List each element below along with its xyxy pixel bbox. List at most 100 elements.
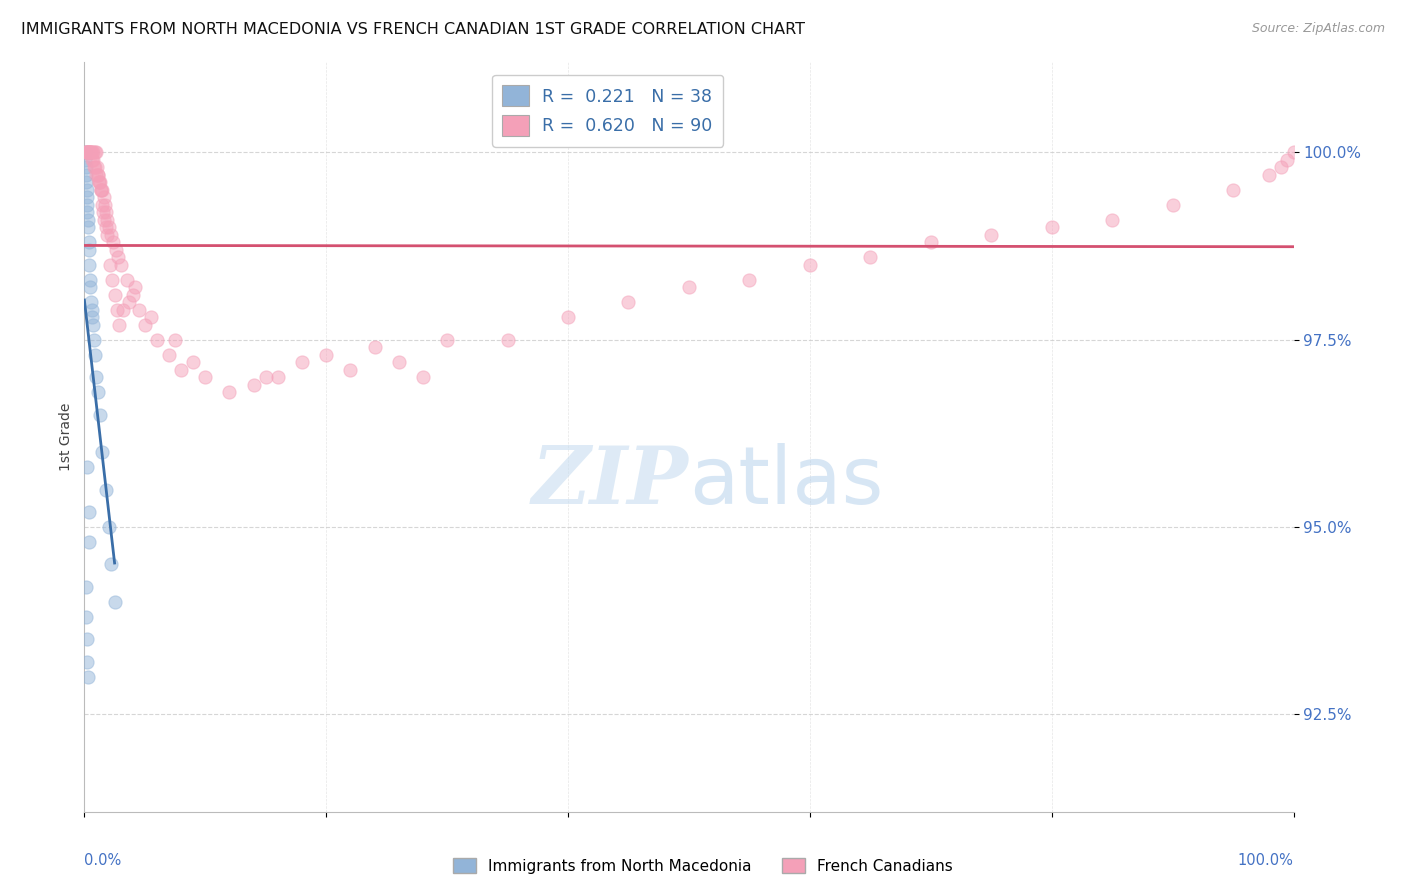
Point: [75, 580, 97, 594]
Point: [108, 318, 131, 332]
Point: [112, 302, 135, 317]
Point: [93, 190, 115, 204]
Text: atlas: atlas: [689, 443, 883, 521]
Text: 0.0%: 0.0%: [84, 853, 121, 868]
Point: [678, 280, 700, 294]
Point: [93, 212, 115, 227]
Point: [79, 145, 101, 160]
Point: [1270, 161, 1292, 175]
Point: [79, 145, 101, 160]
Point: [84, 348, 107, 362]
Point: [412, 370, 434, 384]
Point: [96, 227, 118, 242]
Point: [97, 220, 120, 235]
Point: [101, 273, 124, 287]
Point: [89, 175, 111, 189]
Point: [170, 362, 193, 376]
Point: [105, 302, 128, 317]
Point: [75, 145, 97, 160]
Legend: R =  0.221   N = 38, R =  0.620   N = 90: R = 0.221 N = 38, R = 0.620 N = 90: [492, 75, 723, 147]
Point: [496, 333, 519, 347]
Point: [83, 333, 105, 347]
Point: [1040, 220, 1063, 235]
Point: [121, 287, 143, 301]
Point: [77, 145, 100, 160]
Point: [115, 273, 138, 287]
Point: [94, 220, 117, 235]
Point: [107, 250, 129, 264]
Point: [76, 212, 98, 227]
Point: [80, 153, 103, 167]
Point: [315, 348, 337, 362]
Point: [76, 183, 98, 197]
Point: [194, 370, 217, 384]
Point: [90, 183, 112, 197]
Point: [76, 190, 98, 204]
Point: [77, 243, 100, 257]
Point: [79, 280, 101, 294]
Point: [799, 258, 821, 272]
Point: [86, 385, 108, 400]
Point: [90, 183, 112, 197]
Point: [75, 168, 97, 182]
Point: [77, 145, 100, 160]
Point: [83, 145, 105, 160]
Point: [254, 370, 277, 384]
Point: [1277, 153, 1299, 167]
Legend: Immigrants from North Macedonia, French Canadians: Immigrants from North Macedonia, French …: [447, 852, 959, 880]
Point: [110, 258, 132, 272]
Point: [76, 205, 98, 219]
Point: [363, 340, 385, 354]
Point: [79, 258, 101, 272]
Point: [1161, 198, 1184, 212]
Point: [83, 161, 105, 175]
Point: [291, 355, 314, 369]
Text: 100.0%: 100.0%: [1237, 853, 1294, 868]
Point: [557, 310, 579, 325]
Text: Source: ZipAtlas.com: Source: ZipAtlas.com: [1251, 22, 1385, 36]
Point: [157, 348, 180, 362]
Point: [218, 385, 240, 400]
Point: [80, 145, 103, 160]
Point: [87, 168, 110, 182]
Point: [80, 295, 103, 310]
Point: [76, 198, 98, 212]
Point: [86, 370, 108, 384]
Point: [82, 153, 104, 167]
Point: [73, 153, 96, 167]
Point: [84, 161, 107, 175]
Point: [1258, 168, 1281, 182]
Point: [82, 145, 104, 160]
Point: [76, 460, 98, 475]
Point: [91, 445, 114, 459]
Point: [100, 558, 122, 572]
Point: [617, 295, 640, 310]
Point: [90, 198, 112, 212]
Point: [86, 168, 108, 182]
Point: [80, 302, 103, 317]
Point: [980, 227, 1002, 242]
Point: [75, 145, 97, 160]
Point: [75, 175, 97, 189]
Point: [267, 370, 290, 384]
Point: [388, 355, 411, 369]
Point: [76, 145, 98, 160]
Point: [436, 333, 458, 347]
Point: [146, 333, 169, 347]
Point: [82, 310, 104, 325]
Point: [75, 610, 97, 624]
Point: [1101, 212, 1123, 227]
Point: [77, 145, 100, 160]
Point: [104, 595, 127, 609]
Point: [91, 205, 114, 219]
Point: [97, 520, 120, 534]
Point: [134, 318, 156, 332]
Point: [75, 161, 97, 175]
Point: [77, 220, 100, 235]
Point: [75, 145, 97, 160]
Point: [139, 310, 162, 325]
Point: [104, 287, 127, 301]
Point: [100, 227, 122, 242]
Point: [920, 235, 942, 250]
Point: [98, 258, 121, 272]
